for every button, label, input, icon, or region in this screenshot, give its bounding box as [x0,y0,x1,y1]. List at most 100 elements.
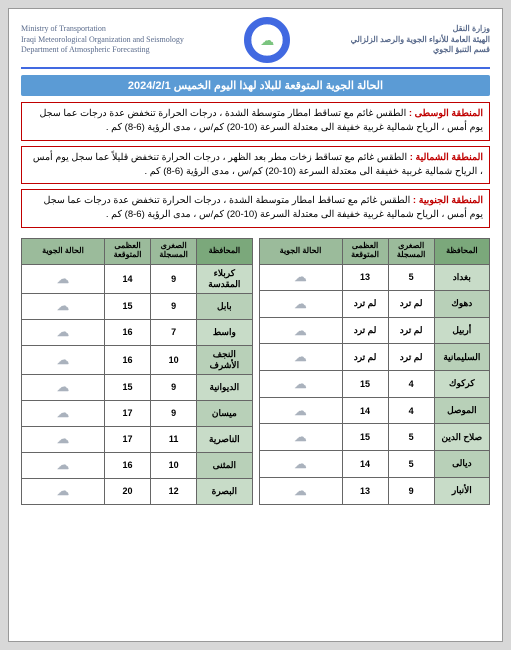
cloud-icon: ☁ [260,32,274,49]
cell-min: 12 [151,478,197,504]
table-row: أربيللم تردلم ترد☁ [259,317,490,344]
region-label: المنطقة الوسطى : [409,108,483,119]
forecast-tables: المحافظة الصغرى المسجلة العظمى المتوقعة … [21,238,490,505]
cell-max: لم ترد [342,291,388,318]
cell-gov: الناصرية [197,426,252,452]
dept-en: Department of Atmospheric Forecasting [21,45,184,55]
table-row: ميسان917☁ [22,400,253,426]
cell-max: 15 [342,371,388,398]
th-max: العظمى المتوقعة [105,238,151,264]
cloud-icon: ☁ [57,300,69,312]
cell-max: 16 [105,345,151,374]
cell-max: 14 [342,451,388,478]
cell-min: 9 [151,264,197,293]
cloud-icon: ☁ [57,273,69,285]
cell-max: 14 [105,264,151,293]
cell-min: 9 [151,374,197,400]
cell-min: 5 [388,264,434,291]
cell-weather: ☁ [259,344,342,371]
cloud-icon: ☁ [57,326,69,338]
cell-weather: ☁ [259,264,342,291]
cell-gov: السليمانية [434,344,489,371]
cell-weather: ☁ [22,400,105,426]
cell-min: لم ترد [388,344,434,371]
cloud-icon: ☁ [295,271,307,283]
cell-min: لم ترد [388,317,434,344]
cell-gov: بغداد [434,264,489,291]
cell-weather: ☁ [22,264,105,293]
cell-min: 7 [151,319,197,345]
table-row: الناصرية1117☁ [22,426,253,452]
cell-weather: ☁ [259,317,342,344]
th-min: الصغرى المسجلة [388,238,434,264]
header-right: وزارة النقل الهيئة العامة للأنواء الجوية… [351,24,490,55]
cell-max: لم ترد [342,317,388,344]
table-row: دهوكلم تردلم ترد☁ [259,291,490,318]
th-weather: الحالة الجوية [259,238,342,264]
table-row: المثنى1016☁ [22,452,253,478]
forecast-title: الحالة الجوية المتوقعة للبلاد لهذا اليوم… [21,75,490,96]
cloud-icon: ☁ [57,407,69,419]
cell-gov: النجف الأشرف [197,345,252,374]
th-min: الصغرى المسجلة [151,238,197,264]
cloud-icon: ☁ [57,354,69,366]
cloud-icon: ☁ [295,325,307,337]
cell-max: 16 [105,452,151,478]
table-left: المحافظة الصغرى المسجلة العظمى المتوقعة … [21,238,253,505]
cell-weather: ☁ [22,345,105,374]
th-gov: المحافظة [434,238,489,264]
table-row: البصرة1220 ☁ [22,478,253,504]
cell-weather: ☁ [22,426,105,452]
cloud-icon: ☁ [57,485,69,497]
cell-weather: ☁ [259,424,342,451]
cell-weather: ☁ [22,319,105,345]
dept-ar: قسم التنبؤ الجوي [351,45,490,55]
cell-weather: ☁ [22,293,105,319]
th-gov: المحافظة [197,238,252,264]
cloud-icon: ☁ [295,485,307,497]
cell-min: 9 [388,477,434,504]
table-row: النجف الأشرف1016☁ [22,345,253,374]
org-en: Iraqi Meteorological Organization and Se… [21,35,184,45]
cell-gov: صلاح الدين [434,424,489,451]
cell-gov: دهوك [434,291,489,318]
table-row: بغداد513 ☁ [259,264,490,291]
region-label: المنطقة الجنوبية : [413,195,483,206]
table-row: الأنبار913 ☁ [259,477,490,504]
cell-min: 4 [388,371,434,398]
header-left: Ministry of Transportation Iraqi Meteoro… [21,24,184,55]
cell-min: 4 [388,397,434,424]
cell-gov: البصرة [197,478,252,504]
cell-gov: واسط [197,319,252,345]
table-row: كركوك415 ☁ [259,371,490,398]
cell-gov: المثنى [197,452,252,478]
table-row: كربلاء المقدسة914☁ [22,264,253,293]
cloud-icon: ☁ [295,405,307,417]
cell-max: 13 [342,264,388,291]
cell-max: 15 [105,293,151,319]
ministry-ar: وزارة النقل [351,24,490,34]
table-row: الموصل414☁ [259,397,490,424]
cell-max: 20 [105,478,151,504]
cell-max: 15 [105,374,151,400]
cloud-icon: ☁ [57,433,69,445]
cell-gov: كركوك [434,371,489,398]
cell-weather: ☁ [22,478,105,504]
cell-weather: ☁ [22,374,105,400]
th-max: العظمى المتوقعة [342,238,388,264]
cloud-icon: ☁ [295,351,307,363]
cloud-icon: ☁ [295,378,307,390]
cell-gov: الأنبار [434,477,489,504]
cloud-icon: ☁ [57,459,69,471]
cell-weather: ☁ [259,477,342,504]
cell-weather: ☁ [259,397,342,424]
cell-max: 13 [342,477,388,504]
table-row: واسط716☁ [22,319,253,345]
cell-gov: الديوانية [197,374,252,400]
cell-min: 5 [388,424,434,451]
cell-weather: ☁ [259,371,342,398]
logo: ☁ [244,17,290,63]
cell-max: لم ترد [342,344,388,371]
table-row: الديوانية915☁ [22,374,253,400]
cell-weather: ☁ [259,291,342,318]
